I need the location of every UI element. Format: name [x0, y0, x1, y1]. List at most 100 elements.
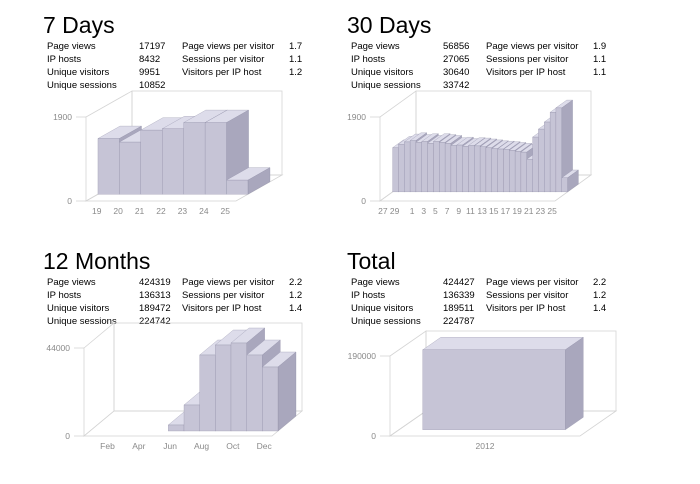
- stat-value: 27065: [443, 54, 470, 65]
- x-tick-label: 15: [489, 206, 499, 216]
- stat-value: 424427: [443, 277, 475, 288]
- bar: [262, 366, 279, 432]
- y-tick-label: 0: [361, 196, 366, 206]
- y-tick-label: 0: [67, 196, 72, 206]
- stat-value: 30640: [443, 67, 470, 78]
- bar: [555, 107, 562, 193]
- stat-label: Unique visitors: [351, 303, 414, 314]
- x-tick-label: Oct: [226, 441, 240, 451]
- stat-label: Page views: [351, 277, 400, 288]
- panel-12-months: 12 Months Page views 424319 Page views p…: [43, 248, 333, 463]
- stat-value: 1.2: [289, 67, 303, 78]
- y-tick-label: 0: [65, 431, 70, 441]
- stat-label: Page views per visitor: [182, 41, 275, 52]
- bar-side: [565, 337, 584, 431]
- y-tick-label: 0: [371, 431, 376, 441]
- stat-value: 1.7: [289, 41, 303, 52]
- stat-label: Unique visitors: [47, 303, 110, 314]
- stat-value: 1.2: [289, 290, 303, 301]
- stat-label: IP hosts: [351, 290, 386, 301]
- stat-value: 9951: [139, 67, 161, 78]
- stat-value: 17197: [139, 41, 166, 52]
- stat-value: 1.1: [289, 54, 303, 65]
- bar: [561, 177, 568, 193]
- stat-label: Visitors per IP host: [486, 303, 566, 314]
- x-tick-label: Dec: [257, 441, 273, 451]
- stat-label: Visitors per IP host: [486, 67, 566, 78]
- x-tick-label: 19: [512, 206, 522, 216]
- panel-title: 12 Months: [43, 248, 151, 274]
- stat-label: Page views per visitor: [486, 277, 579, 288]
- x-tick-label: 19: [92, 206, 102, 216]
- stat-label: Sessions per visitor: [182, 290, 265, 301]
- x-tick-label: 23: [178, 206, 188, 216]
- bar: [226, 179, 249, 195]
- stat-value: 2.2: [289, 277, 303, 288]
- y-tick-label: 190000: [348, 351, 377, 361]
- stat-value: 1.1: [593, 67, 607, 78]
- x-tick-label: 21: [135, 206, 145, 216]
- stat-label: IP hosts: [351, 54, 386, 65]
- stat-label: Unique sessions: [47, 80, 117, 91]
- stat-label: Page views: [351, 41, 400, 52]
- x-tick-label: 11: [466, 206, 475, 216]
- x-tick-label: Apr: [132, 441, 145, 451]
- stat-label: Sessions per visitor: [486, 290, 569, 301]
- panel-7-days: 7 Days Page views 17197 Page views per v…: [43, 12, 333, 227]
- x-tick-label: Feb: [100, 441, 115, 451]
- bar: [204, 122, 227, 195]
- stat-value: 1.1: [593, 54, 607, 65]
- stat-value: 224787: [443, 316, 475, 327]
- stat-label: Visitors per IP host: [182, 303, 262, 314]
- stat-value: 136313: [139, 290, 171, 301]
- panel-title: 7 Days: [43, 12, 115, 38]
- stat-value: 136339: [443, 290, 475, 301]
- x-tick-label: Aug: [194, 441, 209, 451]
- stat-label: Sessions per visitor: [486, 54, 569, 65]
- stat-label: Unique visitors: [47, 67, 110, 78]
- stat-label: IP hosts: [47, 54, 82, 65]
- x-tick-label: 22: [156, 206, 166, 216]
- stat-value: 33742: [443, 80, 470, 91]
- stat-value: 1.2: [593, 290, 607, 301]
- stat-label: Page views per visitor: [486, 41, 579, 52]
- stat-value: 189472: [139, 303, 171, 314]
- y-tick-label: 1900: [53, 112, 72, 122]
- stat-label: Unique sessions: [351, 80, 421, 91]
- stat-label: Unique visitors: [351, 67, 414, 78]
- x-tick-label: 3: [421, 206, 426, 216]
- stat-label: Page views: [47, 277, 96, 288]
- stat-value: 424319: [139, 277, 171, 288]
- stat-label: Unique sessions: [351, 316, 421, 327]
- stat-label: Sessions per visitor: [182, 54, 265, 65]
- panel-30-days: 30 Days Page views 56856 Page views per …: [347, 12, 637, 227]
- panel-title: 30 Days: [347, 12, 432, 38]
- stat-label: Page views per visitor: [182, 277, 275, 288]
- x-tick-label: 21: [524, 206, 534, 216]
- y-tick-label: 44000: [46, 343, 70, 353]
- x-tick-label: 23: [536, 206, 546, 216]
- panel-total: Total Page views 424427 Page views per v…: [347, 248, 637, 463]
- x-tick-label: 2012: [476, 441, 495, 451]
- stat-value: 189511: [443, 303, 474, 314]
- chart-floor: [388, 410, 618, 437]
- x-tick-label: 24: [199, 206, 209, 216]
- stat-value: 1.4: [593, 303, 607, 314]
- y-tick-label: 1900: [347, 112, 366, 122]
- stat-value: 1.9: [593, 41, 607, 52]
- stat-label: Visitors per IP host: [182, 67, 262, 78]
- x-tick-label: 25: [547, 206, 557, 216]
- stat-label: Page views: [47, 41, 96, 52]
- bar-top: [422, 337, 584, 350]
- stat-value: 224742: [139, 316, 171, 327]
- stat-value: 1.4: [289, 303, 303, 314]
- stat-label: Unique sessions: [47, 316, 117, 327]
- stat-value: 10852: [139, 80, 166, 91]
- x-tick-label: 7: [445, 206, 450, 216]
- x-tick-label: 29: [390, 206, 400, 216]
- chart-floor: [82, 410, 304, 437]
- stat-label: IP hosts: [47, 290, 82, 301]
